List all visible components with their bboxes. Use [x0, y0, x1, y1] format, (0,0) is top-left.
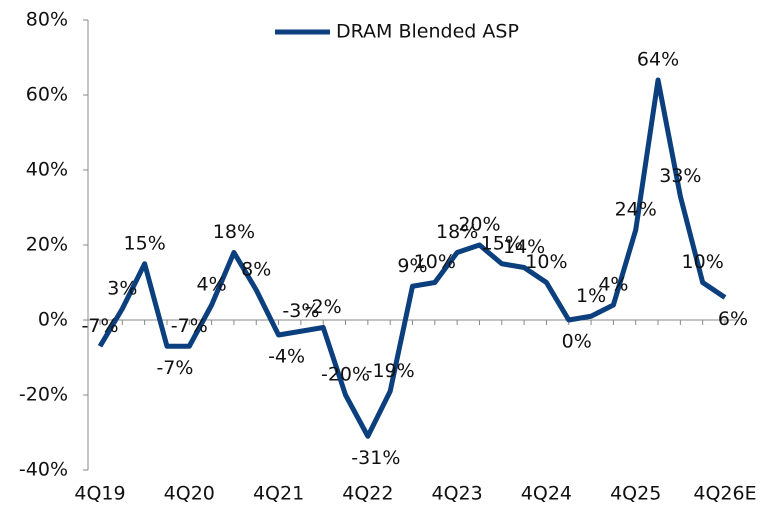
x-tick-label: 4Q19 [74, 483, 125, 505]
y-tick-label: 0% [38, 309, 68, 331]
data-label: 10% [682, 251, 724, 273]
y-tick-label: 60% [26, 84, 68, 106]
data-label: -7% [82, 315, 119, 337]
data-label: -2% [305, 296, 342, 318]
data-label: 15% [481, 232, 523, 254]
data-label: 4% [598, 274, 628, 296]
data-label: 3% [107, 277, 137, 299]
data-label: 15% [124, 232, 166, 254]
data-label: -7% [171, 315, 208, 337]
x-tick-label: 4Q26E [693, 483, 756, 505]
data-label: -19% [366, 360, 415, 382]
x-tick-label: 4Q25 [610, 483, 661, 505]
data-label: 10% [414, 251, 456, 273]
data-label: -31% [351, 447, 400, 469]
y-tick-label: -20% [19, 384, 68, 406]
x-tick-label: 4Q20 [164, 483, 215, 505]
data-label: 14% [503, 236, 545, 258]
data-label: 6% [718, 308, 748, 330]
data-label: 33% [659, 165, 701, 187]
data-label: -20% [321, 364, 370, 386]
data-label: -3% [282, 300, 319, 322]
data-label: 24% [615, 199, 657, 221]
data-label: 8% [241, 259, 271, 281]
data-label: 18% [436, 221, 478, 243]
data-label: 4% [197, 274, 227, 296]
x-tick-label: 4Q24 [521, 483, 572, 505]
x-tick-label: 4Q21 [253, 483, 304, 505]
legend-label: DRAM Blended ASP [336, 21, 519, 43]
y-tick-label: 80% [26, 9, 68, 31]
data-label: 64% [637, 49, 679, 71]
data-label: 18% [213, 221, 255, 243]
data-label: 0% [562, 331, 592, 353]
x-tick-label: 4Q23 [432, 483, 483, 505]
y-tick-label: 40% [26, 159, 68, 181]
data-label: 9% [397, 255, 427, 277]
data-label: -7% [156, 357, 193, 379]
data-label: 10% [525, 251, 567, 273]
line [97, 77, 727, 439]
x-tick-label: 4Q22 [342, 483, 393, 505]
y-tick-label: -40% [19, 459, 68, 481]
data-label: 1% [576, 285, 606, 307]
data-label: -4% [268, 346, 305, 368]
data-label: 20% [458, 214, 500, 236]
y-tick-label: 20% [26, 234, 68, 256]
